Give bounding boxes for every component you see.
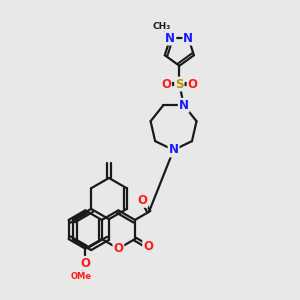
Text: O: O [143,240,153,253]
Text: S: S [175,77,184,91]
Text: O: O [137,194,147,207]
Text: O: O [161,77,171,91]
Text: O: O [188,77,198,91]
Text: N: N [179,99,189,112]
Text: N: N [183,32,194,45]
Text: O: O [113,242,123,255]
Text: N: N [165,32,176,45]
Text: CH₃: CH₃ [153,22,171,31]
Text: OMe: OMe [71,272,92,280]
Text: O: O [80,257,90,270]
Text: N: N [169,143,178,157]
